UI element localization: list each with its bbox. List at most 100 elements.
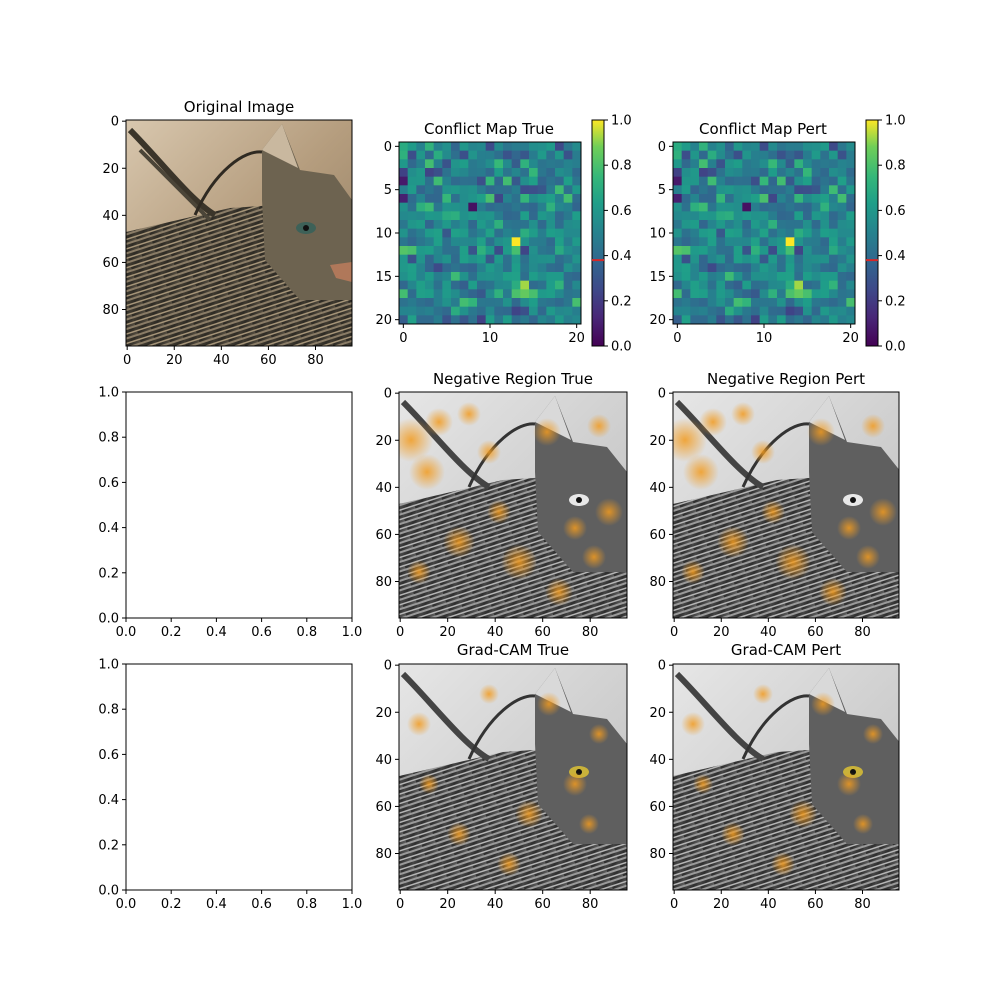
heatmap-cell [785,272,795,282]
y-tick-label: 20 [375,434,392,449]
y-tick-label: 60 [375,528,392,543]
heatmap-cell [416,289,426,299]
colorbar-tick-label: 0.2 [611,294,632,309]
y-tick-label: 40 [102,209,119,224]
y-tick-label: 80 [649,575,666,590]
x-tick-label: 60 [807,897,824,912]
heatmap-cell [503,315,513,325]
heatmap-cell [751,185,761,195]
heatmap-cell [407,220,417,230]
colorbar-tick-label: 1.0 [885,114,906,129]
heatmap-cell [494,220,504,230]
heatmap-cell [673,202,683,212]
heatmap-cell [785,194,795,204]
heatmap-cell [572,306,582,316]
heatmap-cell [777,263,787,273]
heatmap-cell [546,315,556,325]
heatmap-cell [768,272,778,282]
heatmap-cell [785,246,795,256]
heatmap-cell [425,228,435,238]
heatmap-cell [716,159,726,169]
heatmap-cell [477,306,487,316]
heatmap-cell [511,185,521,195]
heatmap-cell [433,306,443,316]
overlay-blob [673,418,707,462]
heatmap-cell [529,168,539,178]
overlay-blob [693,774,713,794]
overlay-blob [789,800,817,828]
heatmap-cell [459,159,469,169]
heatmap-cell [468,280,478,290]
heatmap-cell [716,211,726,221]
heatmap-cell [451,176,461,186]
heatmap-cell [768,254,778,264]
heatmap-cell [811,306,821,316]
heatmap-cell [537,220,547,230]
heatmap-cell [811,263,821,273]
heatmap-cell [537,194,547,204]
x-tick-label: 20 [439,625,456,640]
heatmap-cell [846,176,856,186]
heatmap-cell [399,228,409,238]
heatmap-cell [407,280,417,290]
heatmap-cell [503,142,513,152]
empty-axes-row3: 0.0 0.2 0.4 0.6 0.8 1.0 0.0 0.2 0.4 0.6 0.8 1.0 [98,658,362,913]
heatmap-cell [433,194,443,204]
heatmap-cell [494,298,504,308]
heatmap-cell [699,168,709,178]
heatmap-cell [846,150,856,160]
heatmap-cell [468,289,478,299]
heatmap-cell [477,150,487,160]
heatmap-cell [468,150,478,160]
heatmap-cell [733,280,743,290]
heatmap-cell [690,150,700,160]
heatmap-cell [433,185,443,195]
x-tick-label: 1.0 [342,897,363,912]
heatmap-cell [785,254,795,264]
heatmap-cell [846,306,856,316]
heatmap-cell [433,176,443,186]
y-tick-label: 20 [375,706,392,721]
heatmap-cell [811,280,821,290]
heatmap-cell [811,220,821,230]
heatmap-cell [477,246,487,256]
heatmap-cell [673,228,683,238]
overlay-blob [545,578,573,606]
x-tick-label: 0 [396,625,404,640]
heatmap-cell [468,202,478,212]
heatmap-cell [768,306,778,316]
heatmap-cell [537,176,547,186]
heatmap-cell [546,298,556,308]
heatmap-cell [416,211,426,221]
heatmap-cell [407,298,417,308]
heatmap-cell [742,202,752,212]
heatmap-cell [742,263,752,273]
heatmap-cell [820,150,830,160]
cat-head [535,668,627,844]
x-tick-label: 40 [213,353,230,368]
heatmap-cell [751,298,761,308]
heatmap-cell [690,142,700,152]
overlay-blob [477,440,501,464]
heatmap-cell [751,280,761,290]
heatmap-cell [425,176,435,186]
heatmap-cell [794,306,804,316]
heatmap-cell [803,150,813,160]
heatmap-cell [803,298,813,308]
heatmap-cell [494,211,504,221]
heatmap-cell [777,246,787,256]
heatmap-cell [837,289,847,299]
heatmap-cell [673,246,683,256]
cat-pupil [850,497,856,503]
heatmap-cell [759,202,769,212]
heatmap-cell [820,280,830,290]
heatmap-cell [511,272,521,282]
heatmap-cell [759,159,769,169]
heatmap-cell [459,194,469,204]
heatmap-cell [690,220,700,230]
heatmap-cell [494,254,504,264]
heatmap-cell [777,176,787,186]
cat-pupil [576,497,582,503]
x-tick-label: 80 [854,897,871,912]
